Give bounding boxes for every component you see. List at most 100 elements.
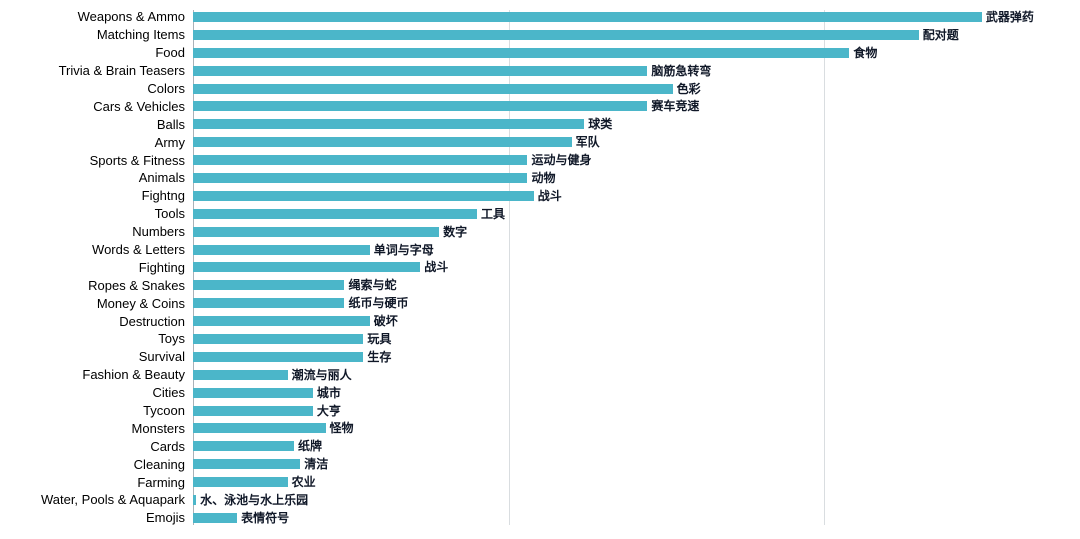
chart-row: Colors 色彩 [0, 80, 1060, 98]
bar-value-label: 色彩 [676, 81, 701, 96]
bar-value-label: 表情符号 [241, 510, 290, 525]
category-label: Balls [156, 116, 185, 132]
category-label: Tools [154, 206, 185, 222]
chart-row: Destruction 破坏 [0, 312, 1060, 330]
category-label: Colors [147, 81, 185, 96]
category-label: Trivia & Brain Teasers [58, 63, 185, 79]
category-label: Money & Coins [96, 295, 185, 311]
bar-value-label: 农业 [291, 475, 316, 490]
bar [193, 316, 370, 327]
bar [193, 244, 370, 255]
category-label: Cards [150, 438, 185, 454]
bar [193, 119, 585, 130]
bar-value-label: 纸牌 [297, 439, 322, 454]
bar-value-label: 大亨 [316, 403, 341, 418]
category-label: Fashion & Beauty [82, 367, 185, 383]
gridline [824, 10, 826, 525]
bar-value-label: 单词与字母 [373, 242, 434, 257]
plot-area: 纸牌 [193, 437, 1045, 455]
bar [193, 208, 477, 219]
plot-area: 纸币与硬币 [193, 294, 1045, 312]
plot-area: 战斗 [193, 258, 1045, 276]
bar [193, 459, 301, 470]
chart-row: Cities 城市 [0, 384, 1060, 402]
bar-value-label: 配对题 [922, 27, 959, 42]
chart-row: Survival 生存 [0, 348, 1060, 366]
chart-row: Toys 玩具 [0, 330, 1060, 348]
category-label: Words & Letters [92, 242, 185, 258]
chart-row: Water, Pools & Aquapark 水、泳池与水上乐园 [0, 491, 1060, 509]
plot-area: 动物 [193, 169, 1045, 187]
plot-area: 军队 [193, 133, 1045, 151]
chart-row: Fashion & Beauty 潮流与丽人 [0, 366, 1060, 384]
category-label: Fighting [138, 259, 185, 275]
chart-row: Cars & Vehicles 赛车竞速 [0, 97, 1060, 115]
bar-value-label: 破坏 [373, 314, 398, 329]
chart-row: Farming 农业 [0, 473, 1060, 491]
plot-area: 数字 [193, 223, 1045, 241]
bar [193, 29, 919, 40]
category-label: Animals [138, 170, 185, 186]
bar [193, 333, 364, 344]
bar [193, 47, 850, 58]
bar [193, 101, 648, 112]
category-label: Survival [138, 349, 185, 365]
bar-value-label: 生存 [367, 349, 392, 364]
plot-area: 脑筋急转弯 [193, 62, 1045, 80]
category-label: Cleaning [133, 456, 185, 472]
plot-area: 水、泳池与水上乐园 [193, 491, 1045, 509]
chart-row: Cards 纸牌 [0, 437, 1060, 455]
category-label: Numbers [132, 224, 185, 240]
plot-area: 绳索与蛇 [193, 276, 1045, 294]
category-label: Sports & Fitness [89, 152, 185, 168]
chart-row: Numbers 数字 [0, 223, 1060, 241]
plot-area: 配对题 [193, 26, 1045, 44]
bar [193, 405, 313, 416]
bar-value-label: 运动与健身 [531, 153, 592, 168]
plot-area: 武器弹药 [193, 8, 1045, 26]
bar-value-label: 战斗 [537, 188, 562, 203]
chart-row: Army 军队 [0, 133, 1060, 151]
plot-area: 食物 [193, 44, 1045, 62]
chart-row: Tycoon 大亨 [0, 402, 1060, 420]
category-label: Toys [158, 331, 185, 347]
plot-area: 城市 [193, 384, 1045, 402]
bar [193, 190, 534, 201]
bar-value-label: 工具 [480, 206, 505, 221]
plot-area: 工具 [193, 205, 1045, 223]
plot-area: 赛车竞速 [193, 97, 1045, 115]
bar [193, 262, 421, 273]
bar-value-label: 赛车竞速 [651, 99, 700, 114]
gridline [508, 10, 510, 525]
category-label: Cities [152, 385, 185, 401]
bar [193, 65, 648, 76]
chart-row: Fighting 战斗 [0, 258, 1060, 276]
bar [193, 137, 572, 148]
bar [193, 441, 294, 452]
bar-value-label: 玩具 [367, 331, 392, 346]
plot-area: 战斗 [193, 187, 1045, 205]
bar-value-label: 数字 [443, 224, 468, 239]
chart-rows: Weapons & Ammo 武器弹药 Matching Items 配对题 Food 食… [0, 8, 1060, 527]
category-label: Weapons & Ammo [77, 9, 185, 25]
bar [193, 494, 197, 505]
bar-value-label: 军队 [575, 135, 600, 150]
category-label: Water, Pools & Aquapark [40, 492, 185, 508]
chart-row: Matching Items 配对题 [0, 26, 1060, 44]
chart-row: Monsters 怪物 [0, 419, 1060, 437]
bar [193, 477, 288, 488]
bar-value-label: 武器弹药 [985, 9, 1034, 24]
chart-row: Balls 球类 [0, 115, 1060, 133]
plot-area: 清洁 [193, 455, 1045, 473]
bar [193, 11, 982, 22]
bar-value-label: 脑筋急转弯 [651, 63, 712, 78]
plot-area: 色彩 [193, 80, 1045, 98]
bar-value-label: 清洁 [304, 457, 329, 472]
bar-value-label: 绳索与蛇 [348, 278, 397, 293]
chart-row: Tools 工具 [0, 205, 1060, 223]
category-label: Army [154, 134, 185, 150]
chart-row: Words & Letters 单词与字母 [0, 241, 1060, 259]
category-label: Emojis [145, 510, 185, 526]
bar-value-label: 纸币与硬币 [348, 296, 409, 311]
